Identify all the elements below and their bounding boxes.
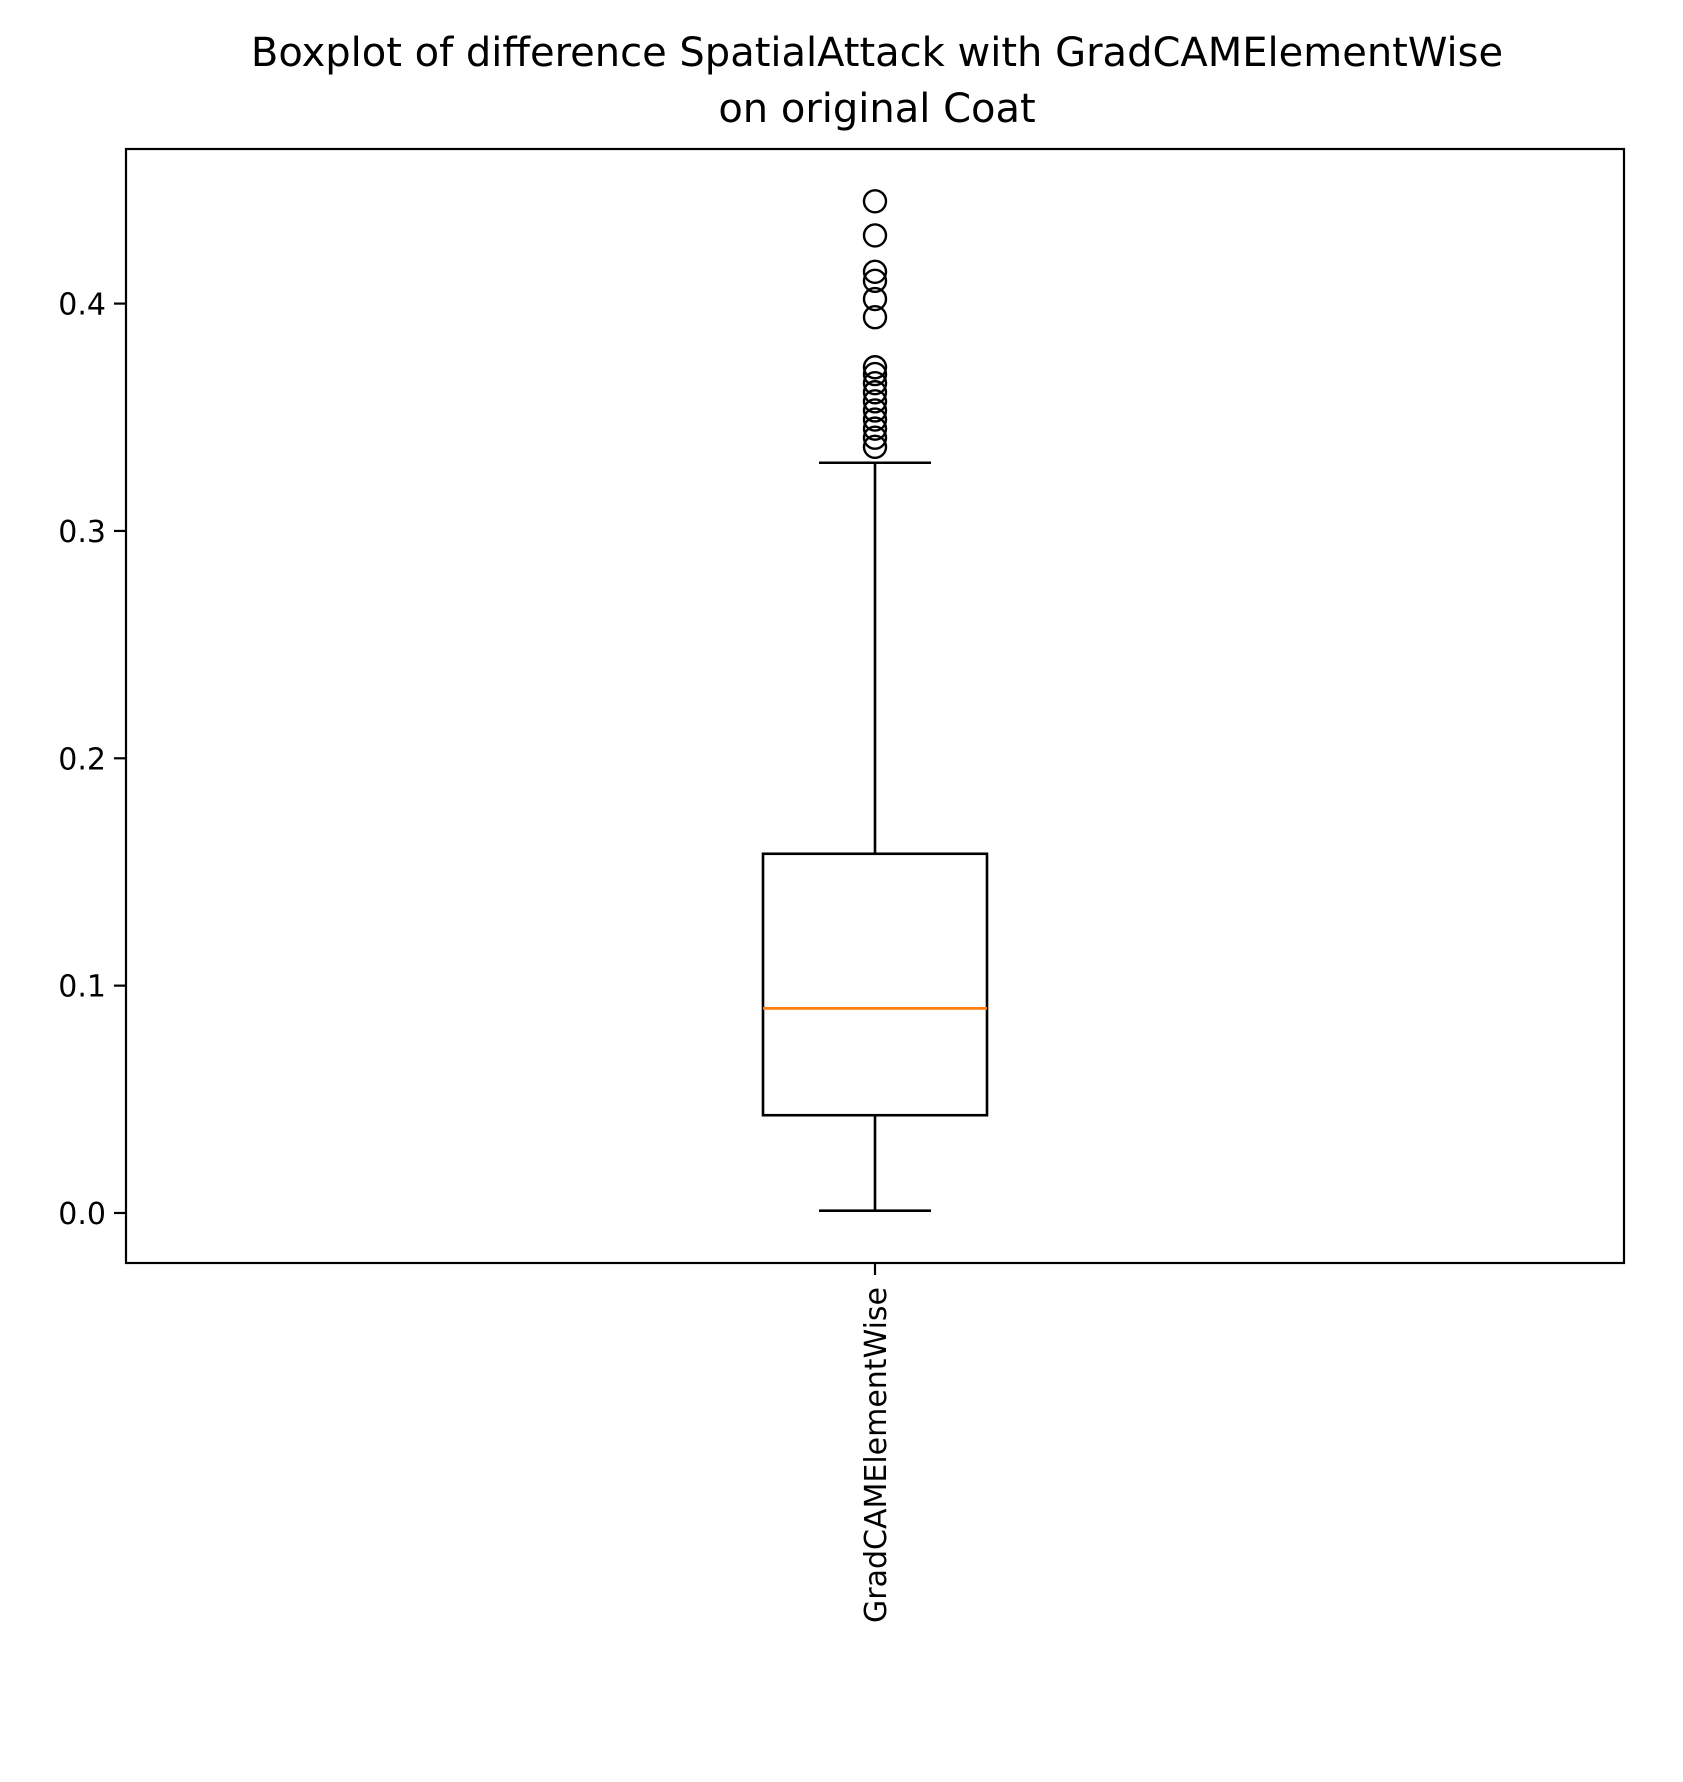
interquartile-box [761, 852, 989, 1117]
y-axis: 0.0 0.1 0.2 0.3 0.4 [58, 288, 126, 1232]
outlier-point [862, 268, 888, 294]
outlier-point [862, 407, 888, 432]
chart-title-line-1: Boxplot of difference SpatialAttack with… [251, 30, 1503, 76]
y-tick-label: 0.2 [58, 742, 106, 777]
outlier-point [862, 398, 888, 423]
outlier-point [862, 380, 888, 405]
plot-area [124, 147, 1626, 1265]
chart-title: Boxplot of difference SpatialAttack with… [251, 30, 1503, 132]
y-tick-label: 0.3 [58, 515, 106, 550]
x-tick-label: GradCAMElementWise [859, 1287, 894, 1623]
outlier-point [862, 361, 888, 387]
outlier-point [862, 259, 888, 284]
outlier-point [862, 416, 888, 441]
outlier-point [862, 355, 888, 380]
y-tick-label: 0.1 [58, 970, 106, 1005]
outlier-point [862, 425, 888, 450]
outlier-point [862, 434, 888, 460]
outlier-point [862, 389, 888, 414]
outlier-point [862, 223, 888, 248]
y-tick-label: 0.0 [58, 1197, 106, 1232]
x-axis: GradCAMElementWise [859, 1263, 894, 1623]
outlier-point [862, 286, 888, 312]
chart-title-line-2: on original Coat [718, 86, 1035, 132]
outlier-point [862, 370, 888, 396]
y-tick-label: 0.4 [58, 288, 106, 323]
outlier-point [862, 305, 888, 330]
outlier-point [862, 189, 888, 214]
